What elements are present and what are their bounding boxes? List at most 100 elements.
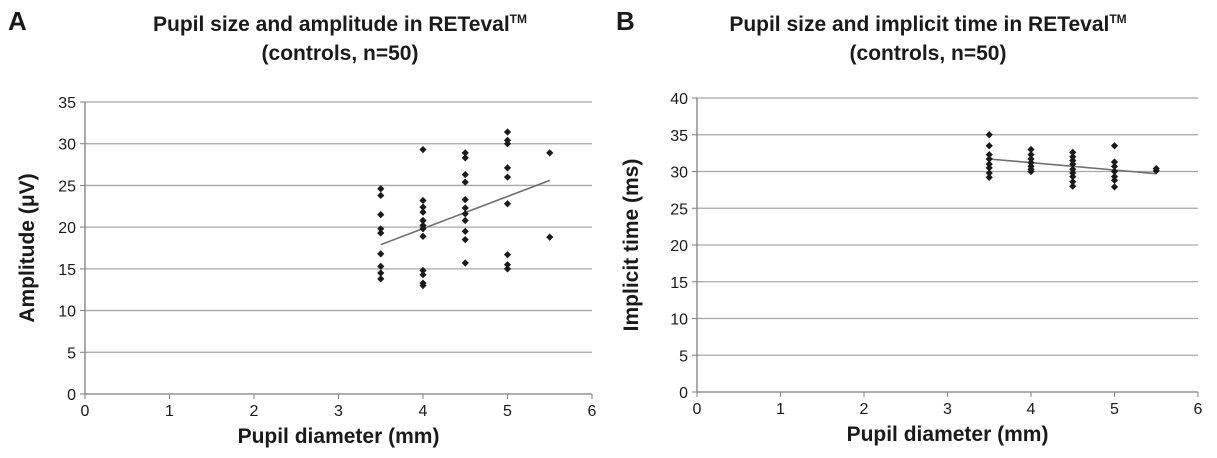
chart-0-data-point — [419, 208, 427, 216]
chart-a-title-line1: Pupil size and amplitude in RETeval — [152, 13, 510, 36]
chart-1-y-axis-label: Implicit time (ms) — [620, 159, 643, 332]
chart-1-ytick-label: 5 — [679, 348, 688, 365]
chart-0-data-point — [461, 204, 469, 212]
chart-1-ytick-label: 40 — [670, 91, 688, 108]
chart-a-title-line2: (controls, n=50) — [261, 42, 419, 65]
chart-0-data-point — [503, 261, 512, 269]
chart-0-data-point — [419, 196, 427, 205]
chart-0-ytick-label: 20 — [58, 220, 76, 237]
chart-0-data-point — [461, 236, 469, 244]
chart-0-data-point — [461, 210, 469, 218]
panel-a: A Pupil size and amplitude in RETevalTM … — [0, 0, 608, 458]
chart-1-ytick-label: 15 — [670, 275, 688, 292]
chart-1-ytick-label: 25 — [670, 201, 688, 218]
chart-b-title-line2: (controls, n=50) — [849, 42, 1007, 65]
chart-1-x-axis-label: Pupil diameter (mm) — [847, 423, 1049, 446]
chart-0-xtick-label: 5 — [503, 403, 512, 420]
chart-1-xtick-label: 2 — [860, 401, 869, 418]
chart-1-data-point — [985, 155, 993, 163]
chart-1-data-point — [985, 142, 993, 150]
chart-1-xtick-label: 3 — [943, 401, 952, 418]
chart-0-data-point — [419, 225, 427, 233]
chart-0-xtick-label: 3 — [334, 403, 343, 420]
chart-0-data-point — [377, 250, 385, 258]
panel-letter-a: A — [8, 6, 27, 36]
chart-0-data-point — [546, 149, 554, 157]
chart-0-data-point — [461, 154, 469, 162]
chart-0-xtick-label: 6 — [588, 403, 597, 420]
chart-0-xtick-label: 1 — [165, 403, 174, 420]
chart-0-data-point — [377, 262, 385, 270]
chart-1-xtick-label: 4 — [1027, 401, 1036, 418]
chart-0-data-point — [461, 196, 469, 204]
chart-1-xtick-label: 5 — [1110, 401, 1119, 418]
chart-0-data-point — [377, 211, 385, 219]
chart-1-data-point — [1110, 176, 1119, 184]
chart-0-ytick-label: 15 — [58, 262, 76, 279]
chart-0-data-point — [419, 232, 427, 240]
chart-b-plot: 0 5 10 15 20 25 30 35 40 0 1 2 3 4 5 6 Pupil diameter (m… — [620, 91, 1203, 446]
chart-b-title-tm: TM — [1109, 12, 1127, 26]
chart-0-y-axis-label: Amplitude (μV) — [16, 173, 39, 322]
chart-1-data-point — [985, 160, 993, 168]
chart-0-data-point — [503, 164, 512, 172]
chart-0-data-point — [503, 265, 512, 273]
chart-0-data-point — [419, 203, 427, 211]
chart-1-data-point — [1069, 182, 1077, 190]
chart-1-data-point — [1110, 183, 1119, 191]
chart-1-xtick-label: 0 — [693, 401, 702, 418]
chart-0-data-point — [461, 216, 469, 225]
chart-0-data-point — [377, 191, 385, 200]
chart-1-data-point — [985, 173, 993, 181]
chart-a-plot: 0 5 10 15 20 25 30 35 0 1 2 3 4 5 6 Pupil diameter (mm)… — [16, 95, 597, 448]
chart-1-data-point — [985, 150, 993, 159]
panel-letter-b: B — [616, 6, 635, 36]
chart-a-title-tm: TM — [509, 12, 527, 26]
chart-0-data-point — [377, 185, 385, 193]
chart-0-data-point — [503, 140, 512, 148]
chart-0-data-point — [377, 269, 385, 277]
chart-0-data-point — [461, 170, 469, 179]
chart-0-data-point — [419, 281, 427, 290]
chart-b-title: Pupil size and implicit time in RETevalT… — [648, 10, 1208, 68]
chart-0-data-point — [419, 216, 427, 225]
chart-1-data-point — [985, 169, 993, 177]
chart-0-ytick-label: 10 — [58, 304, 76, 321]
chart-0-data-point — [377, 229, 385, 237]
chart-0-ytick-label: 35 — [58, 95, 76, 112]
chart-0-data-point — [503, 251, 512, 259]
panel-b: B Pupil size and implicit time in RETeva… — [608, 0, 1217, 458]
chart-0-data-point — [419, 266, 427, 275]
chart-0-x-axis-label: Pupil diameter (mm) — [238, 425, 440, 448]
chart-1-ytick-label: 10 — [670, 312, 688, 329]
chart-0-data-point — [377, 275, 385, 283]
chart-0-ytick-label: 30 — [58, 137, 76, 154]
chart-0-data-point — [461, 227, 469, 235]
chart-a-title: Pupil size and amplitude in RETevalTM (c… — [70, 10, 610, 68]
chart-1-data-point — [1110, 142, 1119, 150]
chart-1-data-point — [985, 131, 993, 139]
chart-b-title-line1: Pupil size and implicit time in RETeval — [729, 13, 1110, 36]
chart-0-xtick-label: 4 — [419, 403, 428, 420]
chart-1-data-point — [985, 164, 993, 172]
chart-0-ytick-label: 0 — [67, 387, 76, 404]
chart-1-xtick-label: 6 — [1194, 401, 1203, 418]
chart-0-data-point — [419, 271, 427, 279]
chart-1-ytick-label: 0 — [679, 385, 688, 402]
chart-1-xtick-label: 1 — [776, 401, 785, 418]
chart-1-ytick-label: 30 — [670, 165, 688, 182]
chart-0-ytick-label: 25 — [58, 178, 76, 195]
chart-0-xtick-label: 2 — [250, 403, 259, 420]
chart-1-ytick-label: 20 — [670, 238, 688, 255]
chart-0-data-point — [503, 173, 512, 181]
chart-0-ytick-label: 5 — [67, 345, 76, 362]
chart-0-data-point — [377, 225, 385, 233]
chart-0-data-point — [546, 233, 554, 241]
chart-0-xtick-label: 0 — [81, 403, 90, 420]
chart-0-data-point — [461, 259, 469, 267]
chart-1-ytick-label: 35 — [670, 128, 688, 145]
chart-0-data-point — [461, 149, 469, 157]
chart-0-data-point — [461, 178, 469, 186]
chart-0-data-point — [503, 200, 512, 208]
chart-0-data-point — [503, 128, 512, 136]
